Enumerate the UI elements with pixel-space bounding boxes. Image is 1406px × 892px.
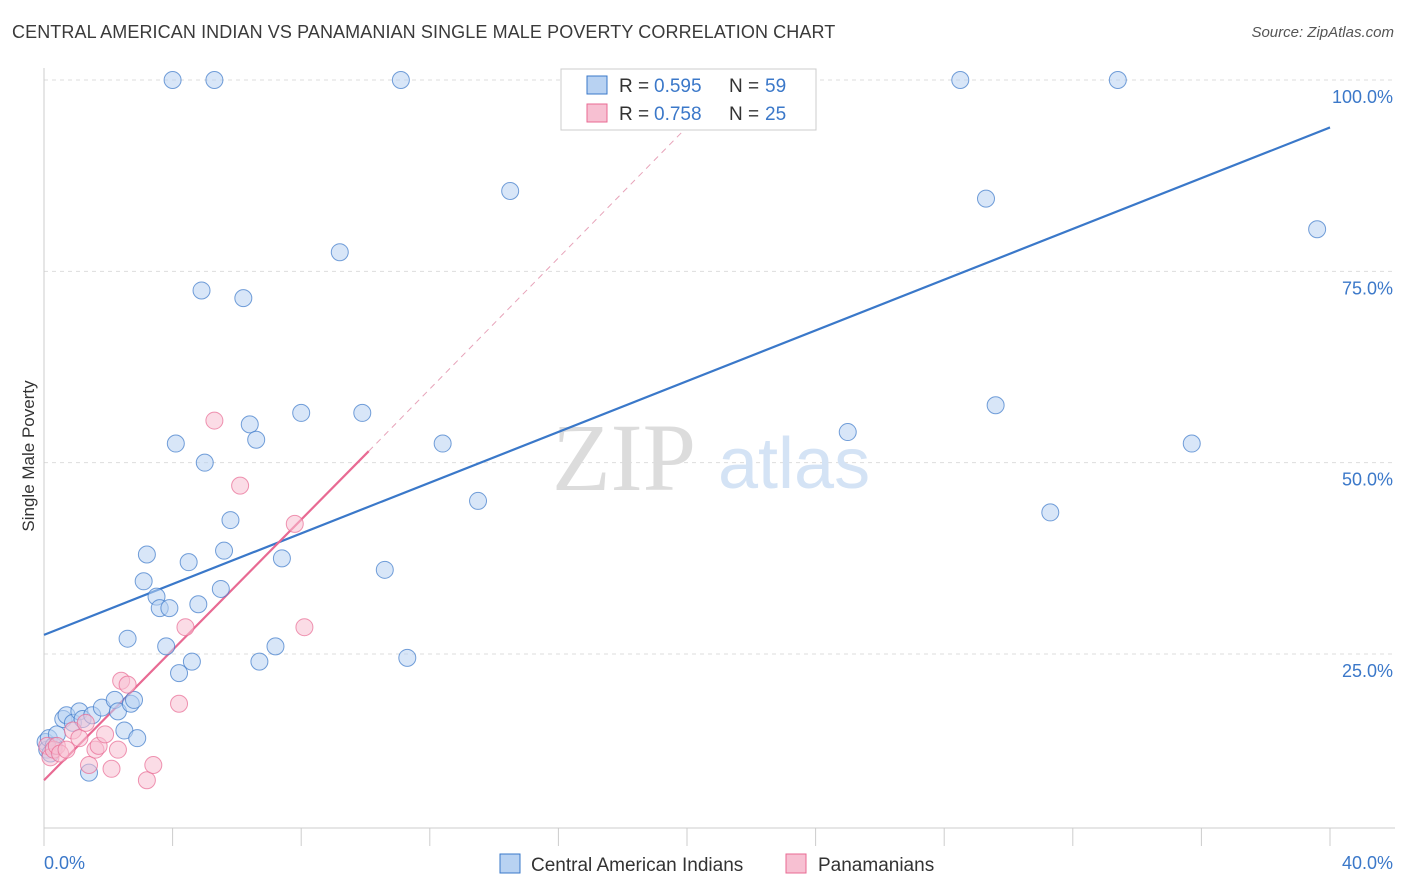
legend-r-label-1: R = xyxy=(619,104,649,125)
correlation-legend: R = 0.595 N = 59 R = 0.758 N = 25 xyxy=(560,68,817,131)
point-central-american-indians xyxy=(211,579,230,598)
point-central-american-indians xyxy=(170,664,189,683)
point-central-american-indians xyxy=(179,553,198,572)
point-central-american-indians xyxy=(266,637,285,656)
point-central-american-indians xyxy=(166,434,185,453)
point-central-american-indians xyxy=(195,453,214,472)
y-tick-label: 25.0% xyxy=(1342,661,1393,681)
trend-line-central-american-indians xyxy=(43,126,1331,636)
point-panamanians xyxy=(170,694,189,713)
legend-n-value-0: 59 xyxy=(765,76,786,97)
y-tick-label: 75.0% xyxy=(1342,278,1393,298)
point-central-american-indians xyxy=(205,71,224,89)
data-points xyxy=(36,71,1327,790)
point-central-american-indians xyxy=(1041,503,1060,522)
trend-line-panamanians xyxy=(43,450,370,782)
point-central-american-indians xyxy=(192,281,211,300)
point-central-american-indians xyxy=(163,71,182,89)
point-panamanians xyxy=(285,514,304,533)
series-legend-label-1: Panamanians xyxy=(818,855,934,876)
point-central-american-indians xyxy=(398,648,417,667)
point-panamanians xyxy=(70,729,89,748)
x-tick-label: 0.0% xyxy=(44,853,85,873)
point-central-american-indians xyxy=(234,289,253,308)
point-central-american-indians xyxy=(189,595,208,614)
point-central-american-indians xyxy=(160,599,179,618)
point-central-american-indians xyxy=(292,403,311,422)
point-central-american-indians xyxy=(125,690,144,709)
point-central-american-indians xyxy=(215,541,234,560)
point-central-american-indians xyxy=(375,560,394,579)
point-panamanians xyxy=(205,411,224,430)
point-central-american-indians xyxy=(469,491,488,510)
legend-r-value-0: 0.595 xyxy=(654,76,702,97)
point-panamanians xyxy=(295,618,314,637)
legend-r-label-0: R = xyxy=(619,76,649,97)
legend-swatch-blue xyxy=(586,75,608,95)
point-panamanians xyxy=(96,725,115,744)
point-panamanians xyxy=(76,713,95,732)
point-central-american-indians xyxy=(221,511,240,530)
legend-r-value-1: 0.758 xyxy=(654,104,702,125)
y-tick-label: 100.0% xyxy=(1332,87,1393,107)
point-central-american-indians xyxy=(128,729,147,748)
point-panamanians xyxy=(118,675,137,694)
point-central-american-indians xyxy=(240,415,259,434)
point-panamanians xyxy=(57,740,76,759)
chart-title: CENTRAL AMERICAN INDIAN VS PANAMANIAN SI… xyxy=(12,22,836,42)
trend-line-dashed-panamanians xyxy=(368,110,704,452)
point-central-american-indians xyxy=(501,181,520,200)
point-panamanians xyxy=(144,755,163,774)
point-central-american-indians xyxy=(272,549,291,568)
legend-n-value-1: 25 xyxy=(765,104,786,125)
point-central-american-indians xyxy=(182,652,201,671)
axes xyxy=(43,68,1395,846)
point-panamanians xyxy=(231,476,250,495)
point-panamanians xyxy=(176,618,195,637)
legend-n-label-1: N = xyxy=(729,104,759,125)
y-tick-label: 50.0% xyxy=(1342,470,1393,490)
watermark-zip: ZIP xyxy=(552,404,696,511)
trend-lines xyxy=(43,110,1331,782)
point-central-american-indians xyxy=(1308,220,1327,239)
series-legend-label-0: Central American Indians xyxy=(531,855,743,876)
legend-n-label-0: N = xyxy=(729,76,759,97)
point-central-american-indians xyxy=(976,189,995,208)
chart-source: Source: ZipAtlas.com xyxy=(1251,24,1394,41)
point-central-american-indians xyxy=(118,629,137,648)
series-legend-swatch-blue xyxy=(499,853,521,874)
point-central-american-indians xyxy=(353,403,372,422)
grid-lines xyxy=(44,79,1395,655)
point-panamanians xyxy=(137,771,156,790)
x-tick-label: 40.0% xyxy=(1342,853,1393,873)
point-central-american-indians xyxy=(247,430,266,449)
point-central-american-indians xyxy=(330,243,349,262)
point-central-american-indians xyxy=(1108,71,1127,89)
point-central-american-indians xyxy=(986,396,1005,415)
point-central-american-indians xyxy=(391,71,410,89)
series-legend: Central American Indians Panamanians xyxy=(499,853,934,876)
point-panamanians xyxy=(80,755,99,774)
point-central-american-indians xyxy=(838,423,857,442)
point-central-american-indians xyxy=(137,545,156,564)
point-panamanians xyxy=(108,740,127,759)
point-central-american-indians xyxy=(433,434,452,453)
point-central-american-indians xyxy=(134,572,153,591)
tick-labels: 25.0% 50.0% 75.0% 100.0% 0.0% 40.0% xyxy=(44,87,1393,873)
point-central-american-indians xyxy=(157,637,176,656)
y-axis-title: Single Male Poverty xyxy=(19,380,38,532)
point-central-american-indians xyxy=(951,71,970,89)
point-central-american-indians xyxy=(1182,434,1201,453)
point-central-american-indians xyxy=(250,652,269,671)
series-legend-swatch-pink xyxy=(785,853,807,874)
legend-swatch-pink xyxy=(586,103,608,123)
point-panamanians xyxy=(102,759,121,778)
watermark: ZIP atlas xyxy=(552,404,870,511)
